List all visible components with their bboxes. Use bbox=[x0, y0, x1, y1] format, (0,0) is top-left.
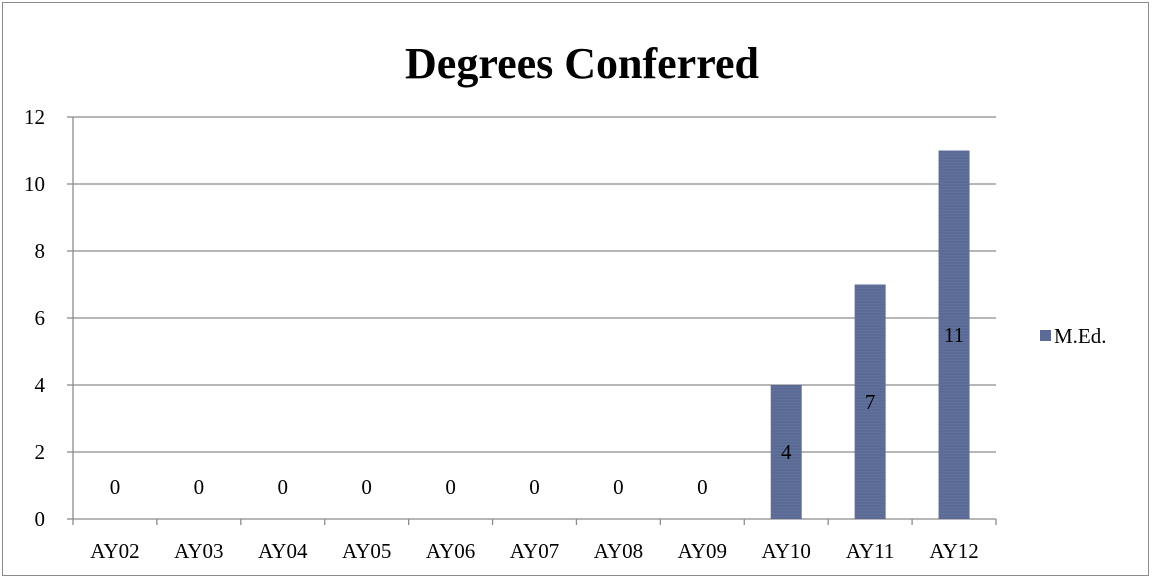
x-tick-label: AY10 bbox=[762, 539, 811, 563]
chart-title: Degrees Conferred bbox=[405, 39, 759, 88]
y-tick-label: 6 bbox=[35, 306, 46, 330]
bar bbox=[938, 150, 970, 519]
y-tick-label: 8 bbox=[35, 239, 46, 263]
data-label: 4 bbox=[781, 440, 792, 464]
data-label: 0 bbox=[445, 475, 456, 499]
data-label: 0 bbox=[110, 475, 121, 499]
bars bbox=[770, 150, 970, 519]
data-label: 0 bbox=[361, 475, 372, 499]
x-tick-label: AY08 bbox=[594, 539, 643, 563]
data-label: 0 bbox=[194, 475, 205, 499]
data-label: 11 bbox=[944, 323, 964, 347]
gridlines bbox=[73, 116, 996, 453]
x-tick-label: AY05 bbox=[342, 539, 391, 563]
y-tick-label: 2 bbox=[35, 440, 46, 464]
y-tick-label: 12 bbox=[24, 105, 45, 129]
data-label: 0 bbox=[613, 475, 624, 499]
x-tick-label: AY06 bbox=[426, 539, 475, 563]
x-tick-label: AY09 bbox=[678, 539, 727, 563]
x-tick-label: AY04 bbox=[258, 539, 308, 563]
x-tick-label: AY07 bbox=[510, 539, 559, 563]
bar bbox=[770, 385, 802, 519]
legend: M.Ed. bbox=[1040, 324, 1107, 348]
axes: 0 2 4 6 8 10 12 AY02 AY03 AY04 AY05 AY06 AY07 AY08 AY0… bbox=[24, 105, 997, 563]
y-tick-label: 10 bbox=[24, 172, 45, 196]
x-tick-label: AY02 bbox=[90, 539, 139, 563]
x-tick-label: AY12 bbox=[929, 539, 978, 563]
x-tick-label: AY03 bbox=[174, 539, 223, 563]
data-label: 7 bbox=[865, 390, 876, 414]
bar bbox=[854, 284, 886, 519]
data-label: 0 bbox=[529, 475, 540, 499]
x-tick-label: AY11 bbox=[846, 539, 895, 563]
legend-swatch-m-ed bbox=[1040, 330, 1051, 341]
data-label: 0 bbox=[697, 475, 708, 499]
y-tick-label: 0 bbox=[35, 507, 46, 531]
y-tick-label: 4 bbox=[35, 373, 46, 397]
data-label: 0 bbox=[278, 475, 289, 499]
data-labels: 0 0 0 0 0 0 0 0 4 7 11 bbox=[110, 323, 964, 499]
legend-label-m-ed: M.Ed. bbox=[1054, 324, 1107, 348]
